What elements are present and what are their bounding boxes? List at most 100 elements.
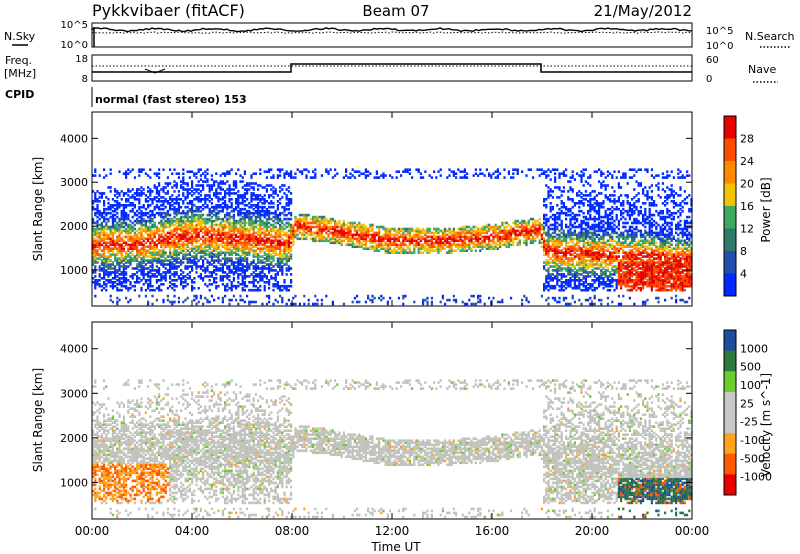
power-cell: [450, 233, 453, 237]
power-cell: [138, 219, 141, 223]
power-cell: [257, 247, 260, 250]
power-cell: [569, 221, 572, 225]
power-cell: [160, 245, 163, 248]
power-cell: [404, 251, 407, 254]
power-cell: [188, 215, 191, 219]
power-cell: [235, 257, 238, 260]
power-cell: [241, 253, 244, 256]
power-cell: [197, 209, 200, 213]
power-cell: [560, 255, 563, 258]
power-cell: [463, 237, 466, 241]
power-cell: [463, 302, 466, 306]
power-cell: [573, 229, 576, 233]
power-cell: [92, 205, 95, 209]
power-cell: [122, 204, 125, 207]
power-cell: [188, 261, 191, 264]
power-cell: [122, 271, 125, 274]
power-cell: [182, 219, 185, 223]
power-cell: [250, 247, 253, 250]
power-cell: [136, 233, 139, 237]
power-cell: [109, 273, 112, 276]
power-cell: [455, 235, 458, 239]
power-cell: [109, 168, 112, 171]
nsky-trace: [91, 27, 692, 33]
power-cell: [494, 235, 497, 239]
power-cell: [155, 188, 158, 191]
power-cell: [180, 215, 183, 219]
power-cell: [228, 259, 231, 262]
power-cell: [219, 279, 222, 282]
power-cell: [567, 229, 570, 233]
power-cell: [147, 251, 150, 254]
power-cell: [567, 241, 570, 245]
power-cell: [435, 227, 438, 231]
power-cell: [180, 281, 183, 284]
power-cell: [279, 245, 282, 248]
power-cell: [228, 267, 231, 270]
power-cell: [503, 168, 506, 171]
power-cell: [169, 284, 172, 288]
power-cell: [219, 182, 222, 185]
power-cell: [250, 235, 253, 239]
power-cell: [565, 261, 568, 264]
power-cell: [215, 253, 218, 256]
power-cell: [169, 217, 172, 221]
power-cell: [173, 279, 176, 282]
power-cell: [188, 253, 191, 256]
power-cell: [92, 243, 95, 247]
power-cell: [437, 247, 440, 250]
power-cell: [545, 281, 548, 284]
power-cell: [345, 223, 348, 227]
power-cell: [116, 259, 119, 262]
power-cell: [103, 259, 106, 262]
power-cell: [191, 286, 194, 290]
power-cell: [397, 243, 400, 247]
power-cell: [140, 227, 143, 231]
power-cell: [125, 217, 128, 221]
power-cell: [364, 231, 367, 235]
power-cell: [131, 259, 134, 262]
power-cell: [545, 174, 548, 177]
power-cell: [151, 259, 154, 262]
power-cell: [116, 253, 119, 256]
power-cell: [367, 170, 370, 173]
power-cell: [184, 281, 187, 284]
power-cell: [94, 245, 97, 248]
power-cell: [246, 257, 249, 260]
power-cell: [276, 261, 279, 264]
power-cell: [254, 205, 257, 209]
power-cell: [195, 302, 198, 306]
power-cell: [419, 245, 422, 248]
power-cell: [191, 227, 194, 231]
power-cell: [259, 205, 262, 209]
power-cell: [175, 251, 178, 254]
power-cell: [259, 225, 262, 229]
power-cell: [166, 271, 169, 274]
power-cell: [158, 288, 161, 292]
power-cell: [136, 217, 139, 221]
power-cell: [380, 239, 383, 243]
power-cell: [560, 202, 563, 205]
power-cell: [151, 231, 154, 235]
power-cell: [417, 241, 420, 245]
power-cell: [558, 188, 561, 191]
power-cell: [474, 229, 477, 233]
power-cell: [556, 255, 559, 258]
power-cell: [153, 245, 156, 248]
power-cell: [477, 233, 480, 237]
power-cell: [243, 241, 246, 245]
power-cell: [439, 239, 442, 243]
power-cell: [422, 176, 425, 179]
power-cell: [120, 229, 123, 233]
power-cell: [177, 207, 180, 211]
power-cell: [147, 271, 150, 274]
power-cell: [219, 186, 222, 189]
power-cell: [243, 172, 246, 175]
power-cell: [569, 227, 572, 231]
power-cell: [206, 172, 209, 175]
power-cell: [276, 168, 279, 171]
power-cell: [285, 213, 288, 217]
power-cell: [290, 223, 293, 227]
power-cell: [208, 243, 211, 247]
power-cell: [463, 225, 466, 229]
